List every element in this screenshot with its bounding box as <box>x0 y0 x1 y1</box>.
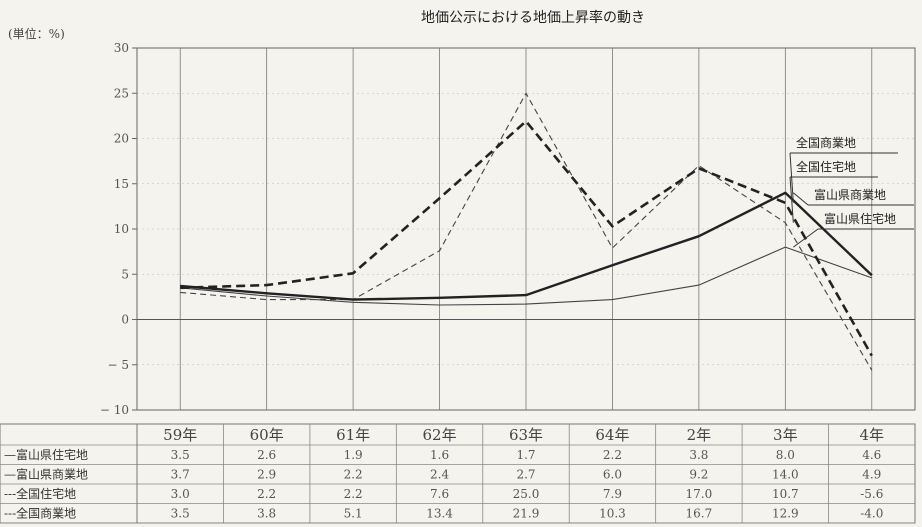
y-tick-label: 30 <box>114 41 129 55</box>
table-cell: -5.6 <box>860 487 883 501</box>
table-cell: 3.5 <box>171 507 190 521</box>
series-line-0 <box>180 246 872 306</box>
series-line-2 <box>180 92 873 371</box>
x-category-label: 63年 <box>509 426 543 444</box>
y-axis-ticks: 30 25 20 15 10 5 0 − 5 − 10 <box>100 41 137 417</box>
y-tick-label: 25 <box>114 86 129 100</box>
table-cell: 3.8 <box>689 448 708 462</box>
table-cell: 1.7 <box>516 448 535 462</box>
table-row-label: ---全国商業地 <box>4 506 76 521</box>
grid <box>136 47 916 411</box>
table-cell: 3.5 <box>171 448 190 462</box>
unit-label: (単位：%) <box>8 26 65 41</box>
x-category-label: 62年 <box>423 426 457 444</box>
table-cell: 7.9 <box>603 487 622 501</box>
table-row-label: —富山県住宅地 <box>4 447 88 462</box>
x-category-label: 3年 <box>773 426 798 444</box>
series-callout-label: 富山県住宅地 <box>824 211 896 226</box>
table-cell: 14.0 <box>772 468 799 482</box>
table-cell: 2.2 <box>257 487 276 501</box>
table-cell: 3.0 <box>171 487 190 501</box>
table-cell: 3.7 <box>171 468 190 482</box>
y-tick-label: 20 <box>114 132 129 146</box>
data-table: 59年 60年 61年 62年 63年 64年 2年 3年 4年 —富山県住宅地 3.5 2.6 1.9… <box>0 423 916 524</box>
table-cell: 2.9 <box>257 468 276 482</box>
table-cell: 4.6 <box>862 448 881 462</box>
y-tick-label: − 5 <box>107 358 129 372</box>
table-cell: 9.2 <box>689 468 708 482</box>
x-category-label: 64年 <box>595 426 629 444</box>
table-cell: 5.1 <box>344 507 363 521</box>
table-row-label: ---全国住宅地 <box>4 486 76 501</box>
series-lines <box>180 92 873 371</box>
table-cell: 8.0 <box>776 448 795 462</box>
callout-leader <box>789 152 794 203</box>
series-line-1 <box>180 191 873 301</box>
x-category-label: 4年 <box>860 426 885 444</box>
callout-leader <box>789 176 794 223</box>
x-category-label: 59年 <box>163 426 197 444</box>
table-cell: 2.7 <box>516 468 535 482</box>
y-tick-label: − 10 <box>100 403 129 417</box>
table-cell: 2.2 <box>344 468 363 482</box>
y-tick-label: 15 <box>114 177 129 191</box>
y-tick-label: 10 <box>114 222 129 236</box>
y-tick-label: 5 <box>121 267 129 281</box>
table-cell: 6.0 <box>603 468 622 482</box>
table-cell: 25.0 <box>513 487 540 501</box>
table-cell: 7.6 <box>430 487 449 501</box>
callout-leader <box>793 228 819 248</box>
series-callout-label: 全国商業地 <box>796 135 856 150</box>
series-line-3 <box>180 120 873 357</box>
series-callout-label: 全国住宅地 <box>796 159 856 174</box>
callout-leader <box>793 192 809 206</box>
table-cell: 2.2 <box>344 487 363 501</box>
x-category-label: 60年 <box>250 426 284 444</box>
table-cell: 1.6 <box>430 448 449 462</box>
series-callout-label: 富山県商業地 <box>814 187 886 202</box>
chart-title: 地価公示における地価上昇率の動き <box>421 9 645 26</box>
table-cell: 16.7 <box>686 507 713 521</box>
x-category-label: 61年 <box>336 426 370 444</box>
table-cell: -4.0 <box>860 507 883 521</box>
table-row-label: —富山県商業地 <box>4 467 88 482</box>
table-cell: 17.0 <box>686 487 713 501</box>
table-cell: 10.3 <box>599 507 626 521</box>
table-cell: 2.2 <box>603 448 622 462</box>
y-tick-label: 0 <box>121 313 129 327</box>
table-cell: 10.7 <box>772 487 799 501</box>
table-cell: 3.8 <box>257 507 276 521</box>
table-cell: 13.4 <box>426 507 453 521</box>
table-cell: 2.6 <box>257 448 276 462</box>
table-cell: 4.9 <box>862 468 881 482</box>
table-cell: 12.9 <box>772 507 799 521</box>
table-cell: 21.9 <box>513 507 540 521</box>
table-cell: 2.4 <box>430 468 449 482</box>
x-category-label: 2年 <box>687 426 712 444</box>
table-cell: 1.9 <box>344 448 363 462</box>
